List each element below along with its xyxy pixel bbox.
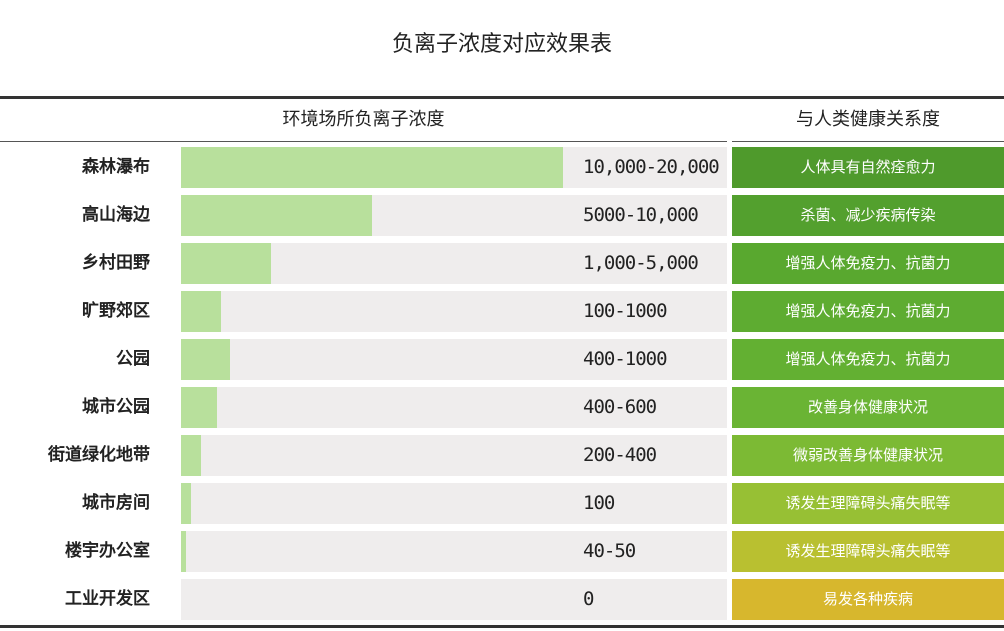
page-title: 负离子浓度对应效果表 xyxy=(391,32,612,57)
bar xyxy=(181,339,230,380)
range-label: 400-1000 xyxy=(583,348,668,370)
chart-row: 森林瀑布 10,000-20,000 人体具有自然痊愈力 xyxy=(0,147,1004,188)
range-label: 1,000-5,000 xyxy=(583,252,699,274)
bar xyxy=(181,483,191,524)
range-label: 100 xyxy=(583,492,615,514)
range-label: 5000-10,000 xyxy=(583,204,699,226)
bar-track: 40-50 xyxy=(181,531,727,572)
effect-cell: 诱发生理障碍头痛失眠等 xyxy=(732,531,1004,572)
header-concentration: 环境场所负离子浓度 xyxy=(0,99,727,142)
chart-row: 城市公园 400-600 改善身体健康状况 xyxy=(0,387,1004,428)
effect-cell: 人体具有自然痊愈力 xyxy=(732,147,1004,188)
category-label: 乡村田野 xyxy=(82,253,150,273)
category-label: 高山海边 xyxy=(82,205,150,225)
bar xyxy=(181,243,271,284)
range-label: 100-1000 xyxy=(583,300,668,322)
effect-cell: 诱发生理障碍头痛失眠等 xyxy=(732,483,1004,524)
category-label: 楼宇办公室 xyxy=(65,541,150,561)
bar-track: 100 xyxy=(181,483,727,524)
category-label: 工业开发区 xyxy=(65,589,150,609)
bar xyxy=(181,147,563,188)
bar-track: 100-1000 xyxy=(181,291,727,332)
bar-track: 5000-10,000 xyxy=(181,195,727,236)
category-label: 街道绿化地带 xyxy=(48,445,150,465)
chart-row: 工业开发区 0 易发各种疾病 xyxy=(0,579,1004,620)
bar-track: 10,000-20,000 xyxy=(181,147,727,188)
chart-row: 楼宇办公室 40-50 诱发生理障碍头痛失眠等 xyxy=(0,531,1004,572)
chart-row: 旷野郊区 100-1000 增强人体免疫力、抗菌力 xyxy=(0,291,1004,332)
bar xyxy=(181,435,201,476)
bar-track: 400-600 xyxy=(181,387,727,428)
bar-track: 1,000-5,000 xyxy=(181,243,727,284)
effect-cell: 增强人体免疫力、抗菌力 xyxy=(732,291,1004,332)
header-health: 与人类健康关系度 xyxy=(732,99,1004,142)
category-label: 公园 xyxy=(116,349,150,369)
range-label: 0 xyxy=(583,588,594,610)
chart-row: 公园 400-1000 增强人体免疫力、抗菌力 xyxy=(0,339,1004,380)
category-label: 城市房间 xyxy=(82,493,150,513)
chart-row: 城市房间 100 诱发生理障碍头痛失眠等 xyxy=(0,483,1004,524)
bar-track: 200-400 xyxy=(181,435,727,476)
chart-row: 乡村田野 1,000-5,000 增强人体免疫力、抗菌力 xyxy=(0,243,1004,284)
effect-cell: 微弱改善身体健康状况 xyxy=(732,435,1004,476)
range-label: 10,000-20,000 xyxy=(583,156,720,178)
bar xyxy=(181,531,186,572)
bar xyxy=(181,387,217,428)
category-label: 城市公园 xyxy=(82,397,150,417)
effect-cell: 改善身体健康状况 xyxy=(732,387,1004,428)
effect-cell: 增强人体免疫力、抗菌力 xyxy=(732,339,1004,380)
top-rule xyxy=(0,96,1004,99)
range-label: 40-50 xyxy=(583,540,636,562)
bar-track: 400-1000 xyxy=(181,339,727,380)
range-label: 200-400 xyxy=(583,444,657,466)
category-label: 森林瀑布 xyxy=(82,157,150,177)
chart-row: 街道绿化地带 200-400 微弱改善身体健康状况 xyxy=(0,435,1004,476)
bar-track: 0 xyxy=(181,579,727,620)
effect-cell: 易发各种疾病 xyxy=(732,579,1004,620)
effect-cell: 增强人体免疫力、抗菌力 xyxy=(732,243,1004,284)
category-label: 旷野郊区 xyxy=(82,301,150,321)
chart-row: 高山海边 5000-10,000 杀菌、减少疾病传染 xyxy=(0,195,1004,236)
effect-cell: 杀菌、减少疾病传染 xyxy=(732,195,1004,236)
bottom-rule xyxy=(0,625,1004,628)
range-label: 400-600 xyxy=(583,396,657,418)
bar xyxy=(181,195,372,236)
bar xyxy=(181,291,221,332)
